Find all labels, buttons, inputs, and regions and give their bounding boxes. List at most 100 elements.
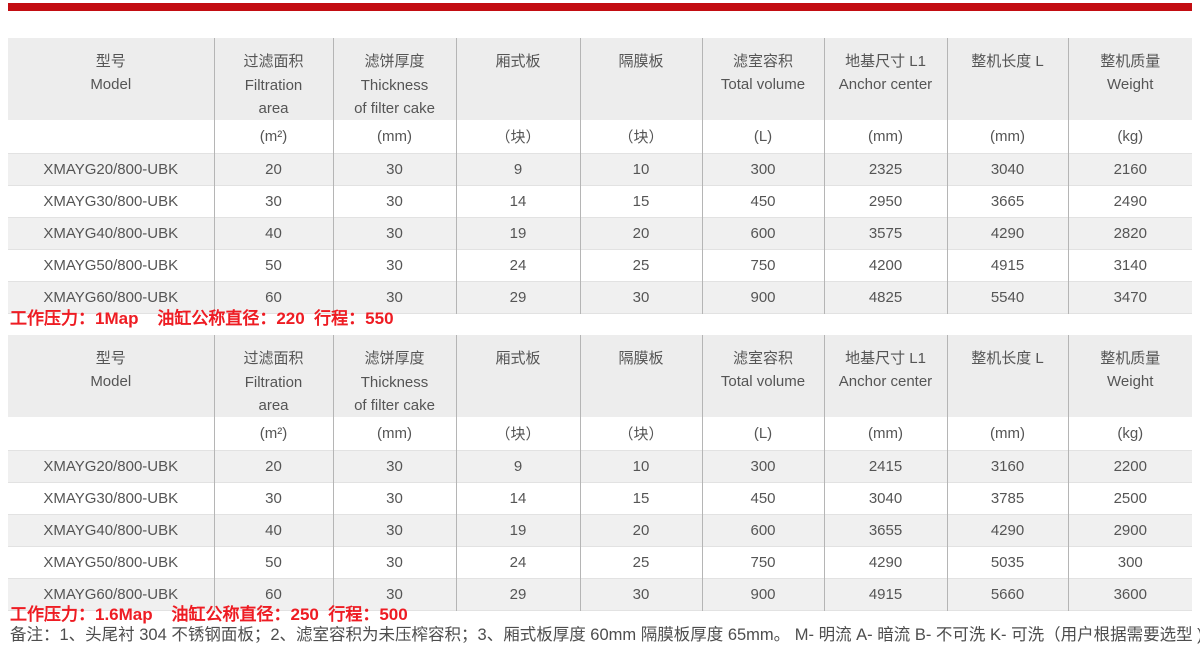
column-header: 地基尺寸 L1 Anchor center	[823, 38, 947, 120]
column-header-line1: 厢式板	[495, 350, 541, 367]
model-cell: XMAYG50/800-UBK	[43, 553, 179, 571]
value-cell: 2500	[1067, 482, 1192, 514]
column-header: 地基尺寸 L1 Anchor center	[823, 335, 947, 417]
value-cell: 24	[455, 249, 580, 281]
column-header-line1: 整机质量	[1100, 350, 1161, 367]
value-cell: 15	[579, 185, 702, 217]
unit-cell: （块）	[579, 120, 702, 153]
unit-cell	[8, 120, 214, 153]
value-cell: 3785	[946, 482, 1068, 514]
column-header: 过滤面积 Filtration area	[213, 335, 333, 417]
table-body: XMAYG20/800-UBK 20 30 9 10 300 2415 3160 2200 XMA…	[8, 450, 1192, 610]
value-cell: 20	[579, 514, 702, 546]
value-cell: 19	[455, 514, 580, 546]
unit-cell: (L)	[701, 417, 824, 450]
column-header-line1: 整机长度 L	[971, 350, 1044, 367]
unit-cell: （块）	[579, 417, 702, 450]
column-header-line2	[581, 371, 702, 393]
value-cell: 30	[332, 153, 456, 185]
column-header: 厢式板	[455, 335, 580, 417]
column-header-line1: 滤饼厚度 Thickness	[360, 53, 429, 94]
table-header: 型号 Model 过滤面积 Filtration area 滤饼厚度 Thickness…	[8, 38, 1192, 153]
value-cell: 4290	[946, 514, 1068, 546]
operating-params-line-1: 工作压力：1Map 油缸公称直径：220 行程：550	[10, 309, 394, 328]
value-cell: 30	[332, 578, 456, 610]
unit-cell: (kg)	[1067, 120, 1192, 153]
value-cell: 3040	[823, 482, 947, 514]
unit-cell: （块）	[455, 120, 580, 153]
value-cell: 19	[455, 217, 580, 249]
table-row: XMAYG60/800-UBK 60 30 29 30 900 4915 5660 3600	[8, 578, 1192, 610]
column-header: 整机长度 L	[946, 335, 1068, 417]
value-cell: 4290	[946, 217, 1068, 249]
column-header-line2: Weight	[1107, 373, 1154, 390]
value-cell: 750	[701, 546, 824, 578]
column-header: 整机长度 L	[946, 38, 1068, 120]
model-cell: XMAYG40/800-UBK	[8, 217, 214, 249]
value-cell: 30	[332, 514, 456, 546]
value-cell: 600	[701, 514, 824, 546]
value-cell: 30	[332, 249, 456, 281]
value-cell: 3600	[1067, 578, 1192, 610]
value-cell: 2160	[1067, 153, 1192, 185]
value-cell: 300	[701, 450, 824, 482]
table-row: XMAYG40/800-UBK 40 30 19 20 600 3655 4290 2900	[8, 514, 1192, 546]
unit-cell: (L)	[701, 120, 824, 153]
value-cell: 20	[213, 153, 333, 185]
model-cell: XMAYG30/800-UBK	[43, 192, 179, 210]
value-cell: 25	[579, 249, 702, 281]
value-cell: 5660	[946, 578, 1068, 610]
unit-cell: (m²)	[213, 120, 333, 153]
table-row: XMAYG20/800-UBK 20 30 9 10 300 2415 3160 2200	[8, 450, 1192, 482]
column-header-line2: area	[258, 397, 289, 414]
value-cell: 25	[579, 546, 702, 578]
column-header-line2: Anchor center	[838, 373, 933, 390]
column-header-line2: area	[258, 100, 289, 117]
value-cell: 30	[213, 482, 333, 514]
value-cell: 3575	[823, 217, 947, 249]
unit-cell: (mm)	[823, 417, 947, 450]
column-header-line1: 滤饼厚度 Thickness	[360, 350, 429, 391]
column-header-line2: Weight	[1107, 76, 1154, 93]
column-header-line2	[948, 371, 1068, 393]
value-cell: 29	[455, 281, 580, 313]
value-cell: 30	[332, 482, 456, 514]
units-row: (m²) (mm) （块） （块） (L) (mm) (mm) (kg)	[8, 120, 1192, 153]
column-header-line2: Model	[90, 76, 132, 93]
value-cell: 30	[332, 546, 456, 578]
model-cell: XMAYG60/800-UBK	[8, 578, 214, 610]
value-cell: 40	[213, 217, 333, 249]
column-header-line1: 整机质量	[1100, 53, 1161, 70]
column-header-line2: Total volume	[720, 76, 806, 93]
value-cell: 450	[701, 482, 824, 514]
value-cell: 24	[455, 546, 580, 578]
table-body: XMAYG20/800-UBK 20 30 9 10 300 2325 3040 2160 XMA…	[8, 153, 1192, 313]
table-row: XMAYG50/800-UBK 50 30 24 25 750 4200 4915 3140	[8, 249, 1192, 281]
value-cell: 20	[213, 450, 333, 482]
column-header-line1: 型号	[95, 350, 126, 367]
value-cell: 4825	[823, 281, 947, 313]
value-cell: 50	[213, 546, 333, 578]
column-header-line1: 地基尺寸 L1	[845, 53, 926, 70]
model-cell: XMAYG40/800-UBK	[8, 514, 214, 546]
value-cell: 2200	[1067, 450, 1192, 482]
value-cell: 30	[332, 217, 456, 249]
column-header: 隔膜板	[579, 38, 702, 120]
column-header-line2	[948, 74, 1068, 96]
value-cell: 3665	[946, 185, 1068, 217]
value-cell: 2325	[823, 153, 947, 185]
value-cell: 2490	[1067, 185, 1192, 217]
value-cell: 10	[579, 153, 702, 185]
unit-cell: (mm)	[332, 120, 456, 153]
value-cell: 20	[579, 217, 702, 249]
table-row: XMAYG30/800-UBK 30 30 14 15 450 3040 3785 2500	[8, 482, 1192, 514]
value-cell: 5035	[946, 546, 1068, 578]
column-header-line2: of filter cake	[354, 397, 435, 414]
value-cell: 4200	[823, 249, 947, 281]
value-cell: 750	[701, 249, 824, 281]
column-header-line2: Model	[90, 373, 132, 390]
value-cell: 29	[455, 578, 580, 610]
spec-table-pressure-1-6map: 型号 Model 过滤面积 Filtration area 滤饼厚度 Thickness…	[8, 335, 1192, 611]
model-cell: XMAYG50/800-UBK	[43, 256, 179, 274]
column-header: 整机质量 Weight	[1067, 38, 1192, 120]
